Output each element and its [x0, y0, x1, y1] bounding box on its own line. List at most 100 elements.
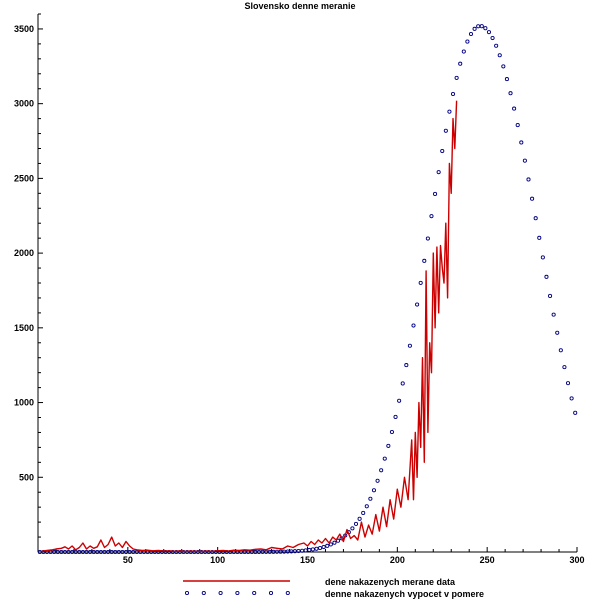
model-point: [565, 381, 571, 386]
model-point: [422, 258, 427, 263]
legend-marker: [218, 590, 223, 596]
model-point: [450, 91, 456, 97]
model-point: [526, 177, 531, 182]
model-point: [429, 214, 434, 219]
model-series: [37, 24, 578, 555]
model-point: [562, 365, 567, 370]
y-tick-label: 2000: [14, 248, 34, 258]
model-point: [407, 343, 412, 348]
model-point: [318, 545, 323, 551]
legend: dene nakazenych merane data denne nakaze…: [183, 577, 484, 599]
legend-marker: [184, 590, 190, 596]
model-point: [447, 109, 452, 114]
model-point: [425, 236, 430, 241]
model-point: [397, 398, 402, 403]
model-point: [440, 148, 445, 154]
model-point: [335, 538, 341, 543]
y-tick-label: 1000: [14, 398, 34, 408]
model-point: [494, 43, 499, 48]
model-point: [522, 158, 527, 163]
legend-markers-model: [184, 590, 290, 596]
y-tick-label: 3000: [14, 99, 34, 109]
model-point: [364, 504, 369, 509]
model-point: [530, 196, 535, 201]
legend-marker: [201, 590, 206, 596]
legend-label-measured: dene nakazenych merane data: [325, 577, 456, 587]
model-point: [512, 106, 517, 111]
model-point: [497, 53, 502, 58]
legend-label-model: denne nakazenych vypocet v pomere: [325, 589, 484, 599]
model-point: [433, 191, 438, 197]
x-tick-label: 300: [569, 555, 584, 565]
model-point: [415, 302, 420, 307]
model-point: [436, 170, 441, 175]
legend-marker: [252, 590, 257, 596]
model-point: [411, 323, 416, 328]
model-point: [379, 468, 384, 473]
model-point: [386, 443, 391, 448]
model-point: [321, 544, 326, 550]
model-point: [289, 549, 294, 554]
model-point: [504, 77, 509, 82]
model-point: [533, 216, 538, 221]
model-point: [501, 64, 506, 69]
model-point: [515, 123, 520, 128]
model-point: [472, 26, 477, 31]
model-point: [479, 24, 484, 29]
axes: 500 1000 1500 2000 2500 3000 3500 50 100 150 200 25…: [14, 13, 585, 565]
model-point: [569, 396, 574, 401]
model-point: [465, 39, 470, 44]
model-point: [537, 235, 542, 240]
model-point: [490, 35, 495, 41]
model-point: [371, 488, 377, 493]
model-point: [508, 91, 513, 96]
model-point: [310, 547, 315, 552]
model-point: [328, 542, 333, 547]
model-point: [325, 543, 330, 548]
measured-series: [41, 100, 458, 553]
model-point: [357, 516, 362, 521]
model-point: [558, 348, 563, 353]
model-point: [551, 312, 556, 317]
x-tick-label: 50: [123, 555, 133, 565]
model-point: [361, 510, 366, 516]
model-point: [314, 546, 319, 551]
y-tick-label: 1500: [14, 323, 34, 333]
model-point: [382, 456, 387, 461]
model-point: [332, 540, 337, 545]
model-point: [458, 61, 463, 66]
legend-marker: [268, 590, 274, 596]
model-point: [353, 521, 359, 526]
x-tick-label: 250: [480, 555, 495, 565]
y-tick-label: 3500: [14, 24, 34, 34]
model-point: [519, 140, 524, 145]
model-point: [555, 330, 560, 335]
model-point: [544, 274, 549, 279]
model-point: [548, 293, 553, 298]
model-point: [393, 414, 398, 420]
model-point: [443, 128, 448, 133]
model-point: [350, 526, 355, 531]
x-tick-label: 150: [300, 555, 315, 565]
x-tick-label: 100: [210, 555, 225, 565]
model-point: [404, 363, 409, 368]
model-point: [483, 26, 488, 31]
model-point: [418, 280, 423, 285]
y-tick-label: 500: [19, 472, 34, 482]
legend-marker: [235, 590, 240, 596]
x-tick-label: 200: [390, 555, 405, 565]
model-point: [468, 31, 474, 37]
model-point: [389, 429, 394, 435]
y-tick-label: 2500: [14, 173, 34, 183]
model-point: [476, 24, 481, 29]
model-point: [461, 49, 466, 54]
model-point: [368, 496, 373, 501]
model-point: [400, 381, 405, 386]
model-point: [375, 478, 380, 483]
model-point: [573, 410, 578, 415]
measured-line: [41, 100, 458, 553]
model-point: [454, 75, 459, 80]
legend-marker: [285, 590, 290, 596]
chart-title: Slovensko denne meranie: [244, 1, 355, 11]
